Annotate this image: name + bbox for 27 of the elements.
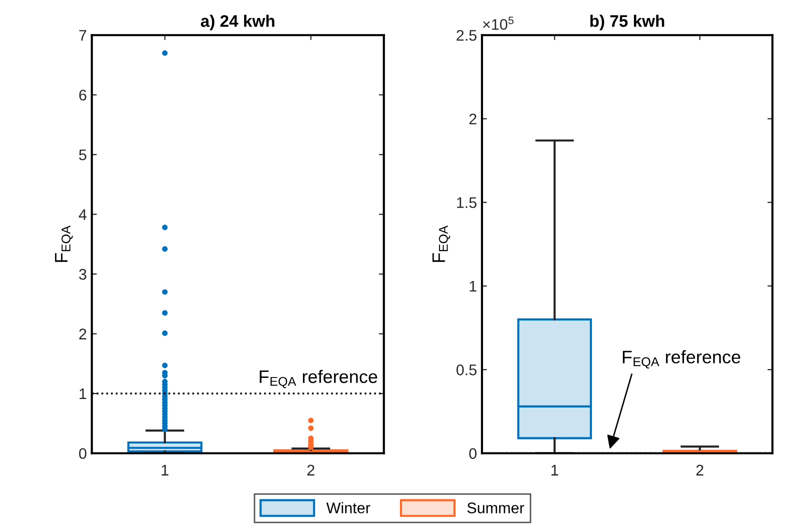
y-tick-label: 5: [79, 150, 86, 160]
x-tick-label: 1: [162, 464, 168, 476]
y-tick-label: 1.5: [457, 197, 476, 208]
y-tick-label: 0.5: [456, 364, 476, 376]
y-tick-label: 2: [79, 328, 86, 340]
text: ×10$^{5}$: [483, 16, 514, 30]
y-tick-label: 0: [469, 448, 477, 459]
y-tick-label: 4: [78, 209, 87, 220]
x-tick-label: 2: [307, 464, 314, 476]
y-axis-title: F$_{EQA}$: [432, 226, 450, 262]
y-tick-label: 1: [80, 388, 86, 400]
annotation: F$_{EQA}$ reference: [622, 350, 740, 368]
x-tick-label: 2: [696, 464, 704, 476]
chart-title: b) 75 kwh: [590, 14, 664, 30]
y-axis-title: F$_{EQA}$: [55, 226, 73, 262]
y-tick-label: 2: [469, 114, 476, 124]
chart-title: a) 24 kwh: [200, 14, 274, 30]
y-tick-label: 7: [79, 30, 86, 41]
annotation: F$_{EQA}$ reference: [260, 370, 378, 388]
legend-label: Winter: [326, 502, 370, 514]
x-tick-label: 1: [552, 464, 558, 476]
y-tick-label: 6: [79, 90, 86, 101]
y-tick-label: 1: [470, 281, 476, 292]
legend-label: Summer: [467, 502, 524, 514]
y-tick-label: 0: [79, 448, 86, 459]
y-tick-label: 3: [79, 268, 86, 280]
y-tick-label: 2.5: [456, 30, 476, 41]
